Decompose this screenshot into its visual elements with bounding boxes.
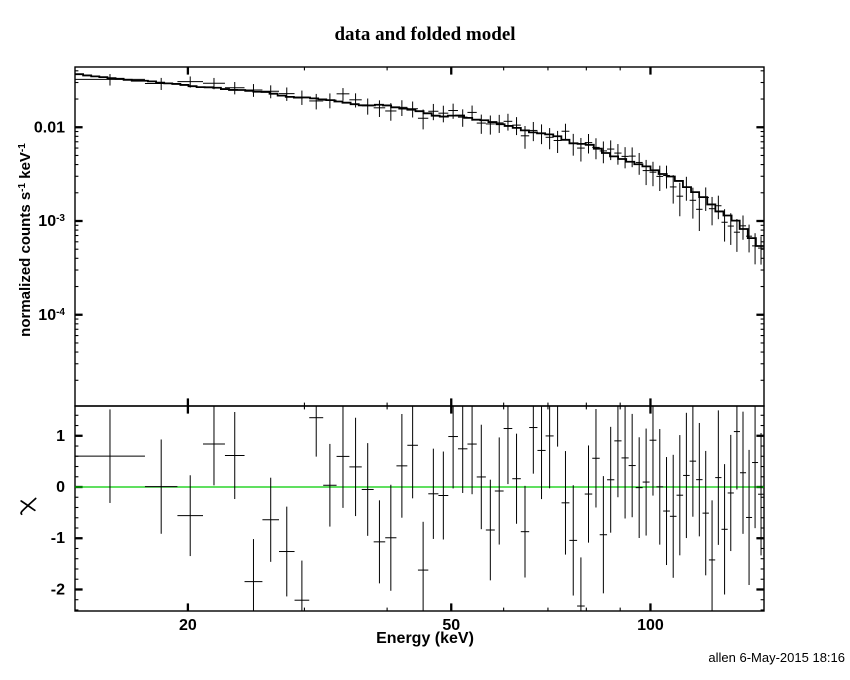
- svg-text:-2: -2: [51, 581, 65, 598]
- svg-text:allen 6-May-2015 18:16: allen 6-May-2015 18:16: [708, 650, 845, 665]
- svg-text:Energy (keV): Energy (keV): [376, 630, 474, 647]
- svg-text:-1: -1: [51, 530, 65, 547]
- svg-text:100: 100: [637, 617, 664, 634]
- svg-text:1: 1: [56, 428, 65, 445]
- svg-text:0: 0: [56, 479, 65, 496]
- svg-text:20: 20: [179, 617, 197, 634]
- svg-text:data and folded model: data and folded model: [334, 24, 515, 45]
- svg-text:0.01: 0.01: [34, 119, 65, 136]
- svg-text:10-4: 10-4: [38, 306, 65, 324]
- svg-text:10-3: 10-3: [38, 213, 65, 231]
- svg-text:normalized counts s-1 keV-1: normalized counts s-1 keV-1: [17, 143, 35, 337]
